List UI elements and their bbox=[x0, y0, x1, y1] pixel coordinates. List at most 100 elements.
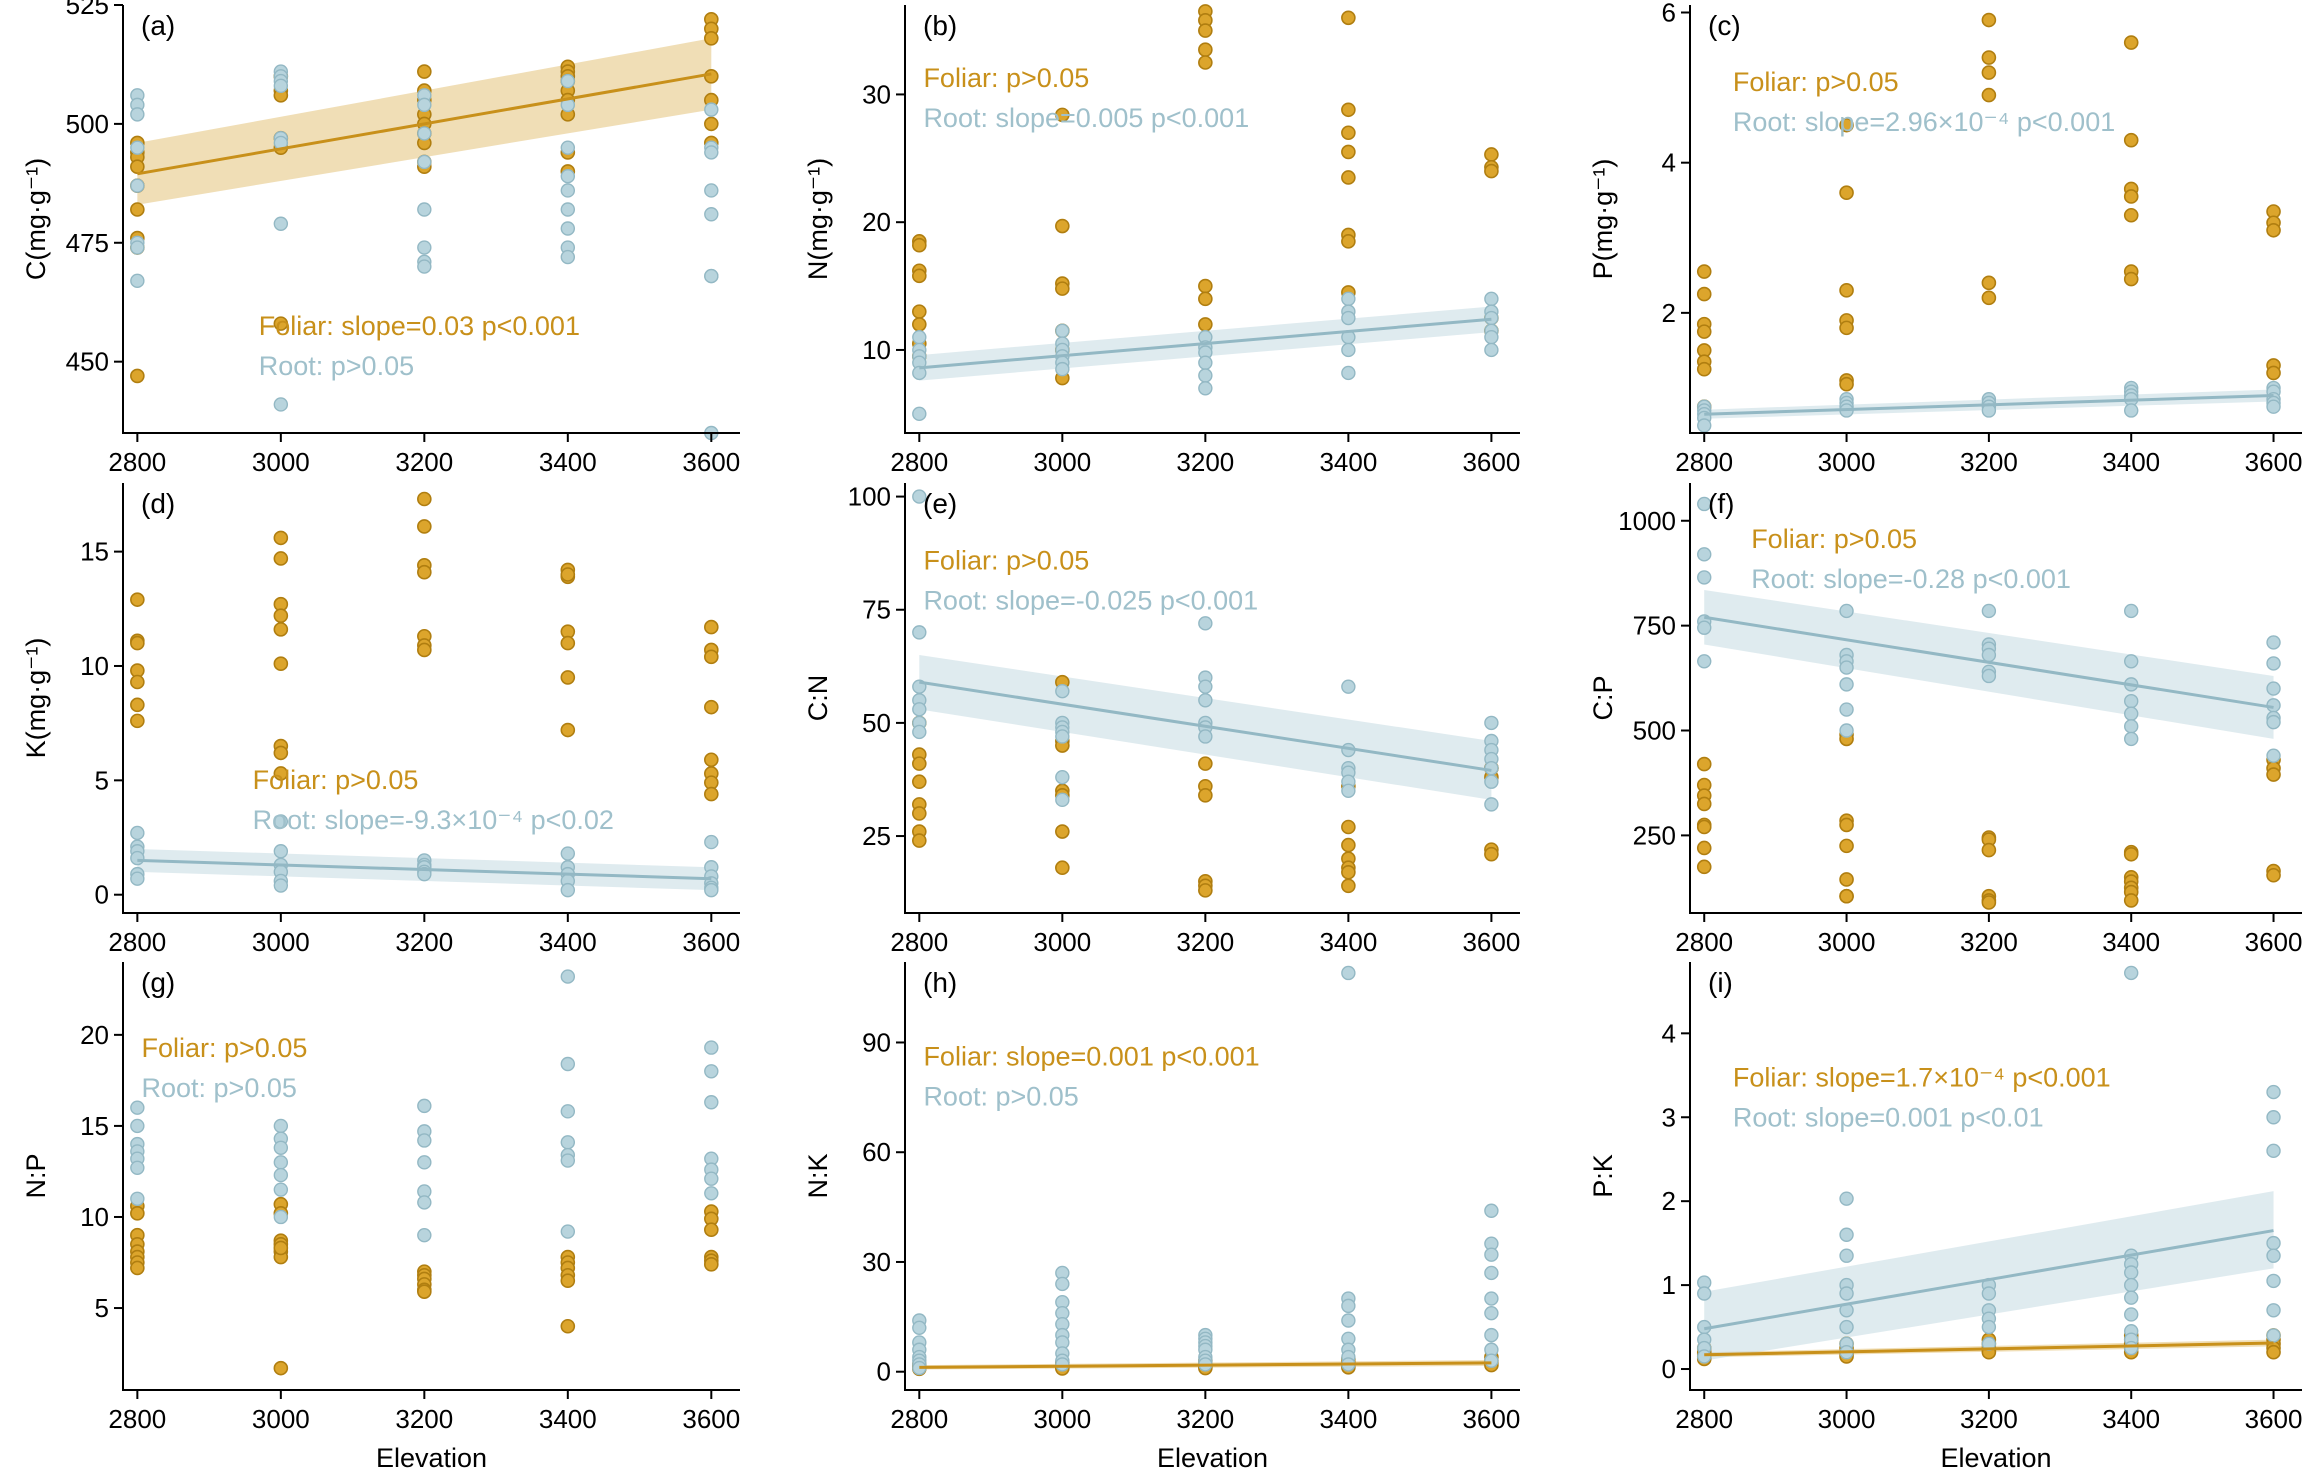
x-tick-label: 3000 bbox=[252, 927, 310, 957]
foliar-point bbox=[1696, 859, 1712, 875]
root-point bbox=[1484, 1247, 1499, 1262]
y-tick-label: 0 bbox=[95, 880, 109, 910]
x-tick-label: 3600 bbox=[2245, 927, 2303, 957]
axes-frame bbox=[904, 483, 1520, 914]
root-point bbox=[273, 878, 289, 893]
foliar-annotation: Foliar: p>0.05 bbox=[923, 546, 1089, 576]
x-tick-label: 3200 bbox=[1176, 927, 1234, 957]
root-point bbox=[1198, 616, 1213, 631]
foliar-point bbox=[2123, 35, 2139, 50]
root-point bbox=[1697, 654, 1712, 669]
root-point bbox=[1981, 603, 1997, 619]
root-point bbox=[560, 1135, 576, 1150]
x-tick-label: 3600 bbox=[682, 927, 740, 957]
foliar-point bbox=[704, 619, 719, 635]
foliar-point bbox=[1198, 42, 1213, 58]
y-tick-label: 750 bbox=[1633, 611, 1676, 641]
root-point bbox=[1484, 1291, 1499, 1306]
foliar-point bbox=[912, 774, 927, 790]
foliar-point bbox=[704, 699, 719, 715]
foliar-annotation: Foliar: slope=0.001 p<0.001 bbox=[923, 1041, 1259, 1071]
foliar-point bbox=[912, 304, 927, 319]
root-point bbox=[704, 207, 719, 222]
foliar-point bbox=[1341, 125, 1356, 141]
foliar-point bbox=[1981, 12, 1997, 28]
foliar-point bbox=[1198, 756, 1213, 771]
root-point bbox=[2124, 719, 2139, 734]
panel-i: 2800 3000 3200 3400 3600 0 1 2 3 4 P:K Elevation (i)… bbox=[1588, 962, 2302, 1472]
y-tick-label: 20 bbox=[80, 1020, 109, 1050]
foliar-point bbox=[1198, 278, 1213, 294]
root-point bbox=[1198, 368, 1213, 383]
root-point bbox=[1839, 1248, 1854, 1263]
foliar-point bbox=[912, 756, 927, 771]
x-tick-label: 3200 bbox=[1960, 447, 2018, 477]
foliar-point bbox=[1696, 796, 1712, 812]
foliar-point bbox=[2123, 893, 2139, 908]
axes-frame bbox=[122, 5, 740, 434]
foliar-point bbox=[704, 649, 719, 665]
x-tick-label: 3000 bbox=[1033, 447, 1091, 477]
foliar-point bbox=[560, 1318, 576, 1334]
x-tick-label: 3600 bbox=[2245, 447, 2303, 477]
root-point bbox=[2124, 403, 2139, 418]
y-axis-title: P(mg·g⁻¹) bbox=[1588, 159, 1618, 280]
root-point bbox=[2124, 1265, 2139, 1280]
root-point bbox=[273, 1155, 289, 1170]
root-point bbox=[2266, 635, 2281, 650]
foliar-point bbox=[273, 622, 289, 637]
root-point bbox=[417, 1155, 432, 1170]
y-tick-label: 10 bbox=[80, 1202, 109, 1232]
foliar-point bbox=[1055, 218, 1070, 234]
foliar-point bbox=[1055, 860, 1070, 876]
x-tick-label: 3600 bbox=[682, 1404, 740, 1434]
root-point bbox=[1484, 797, 1499, 812]
foliar-point bbox=[273, 1360, 289, 1376]
root-point bbox=[130, 273, 145, 289]
y-tick-label: 5 bbox=[95, 1293, 109, 1323]
root-point bbox=[1198, 729, 1213, 744]
root-point bbox=[2266, 748, 2281, 763]
foliar-point bbox=[1198, 317, 1213, 332]
foliar-point bbox=[1981, 895, 1997, 910]
x-tick-label: 3200 bbox=[1960, 927, 2018, 957]
foliar-point bbox=[1198, 788, 1213, 803]
panel-label: (a) bbox=[141, 10, 175, 41]
x-tick-label: 3200 bbox=[1960, 1404, 2018, 1434]
root-point bbox=[1697, 1349, 1712, 1364]
y-tick-label: 450 bbox=[66, 347, 109, 377]
root-point bbox=[560, 168, 576, 184]
x-tick-label: 3400 bbox=[1319, 447, 1377, 477]
root-point bbox=[1839, 660, 1854, 675]
foliar-point bbox=[273, 766, 289, 781]
y-tick-label: 15 bbox=[80, 537, 109, 567]
x-tick-label: 2800 bbox=[1675, 1404, 1733, 1434]
root-point bbox=[1839, 1191, 1854, 1206]
root-point bbox=[560, 882, 576, 898]
x-tick-label: 3200 bbox=[1176, 447, 1234, 477]
foliar-point bbox=[560, 670, 576, 685]
root-confidence-band bbox=[1704, 1191, 2274, 1361]
foliar-annotation: Foliar: p>0.05 bbox=[1751, 524, 1917, 554]
foliar-point bbox=[1981, 50, 1997, 65]
root-point bbox=[130, 1191, 145, 1206]
root-point bbox=[417, 1098, 432, 1114]
root-point bbox=[912, 625, 927, 640]
root-point bbox=[560, 846, 576, 861]
root-annotation: Root: slope=-0.28 p<0.001 bbox=[1751, 564, 2071, 594]
root-point bbox=[130, 178, 145, 193]
foliar-point bbox=[912, 317, 927, 332]
foliar-point bbox=[130, 697, 145, 713]
root-point bbox=[1839, 723, 1854, 738]
root-point bbox=[273, 844, 289, 859]
root-point bbox=[704, 102, 719, 117]
root-point bbox=[1198, 693, 1213, 708]
foliar-point bbox=[704, 752, 719, 768]
y-axis-title: P:K bbox=[1588, 1154, 1618, 1198]
root-point bbox=[2266, 714, 2281, 730]
foliar-point bbox=[1839, 117, 1854, 133]
panel-label: (c) bbox=[1708, 10, 1741, 41]
foliar-point bbox=[273, 530, 289, 546]
y-tick-label: 0 bbox=[1662, 1354, 1676, 1384]
y-tick-label: 100 bbox=[848, 482, 891, 512]
